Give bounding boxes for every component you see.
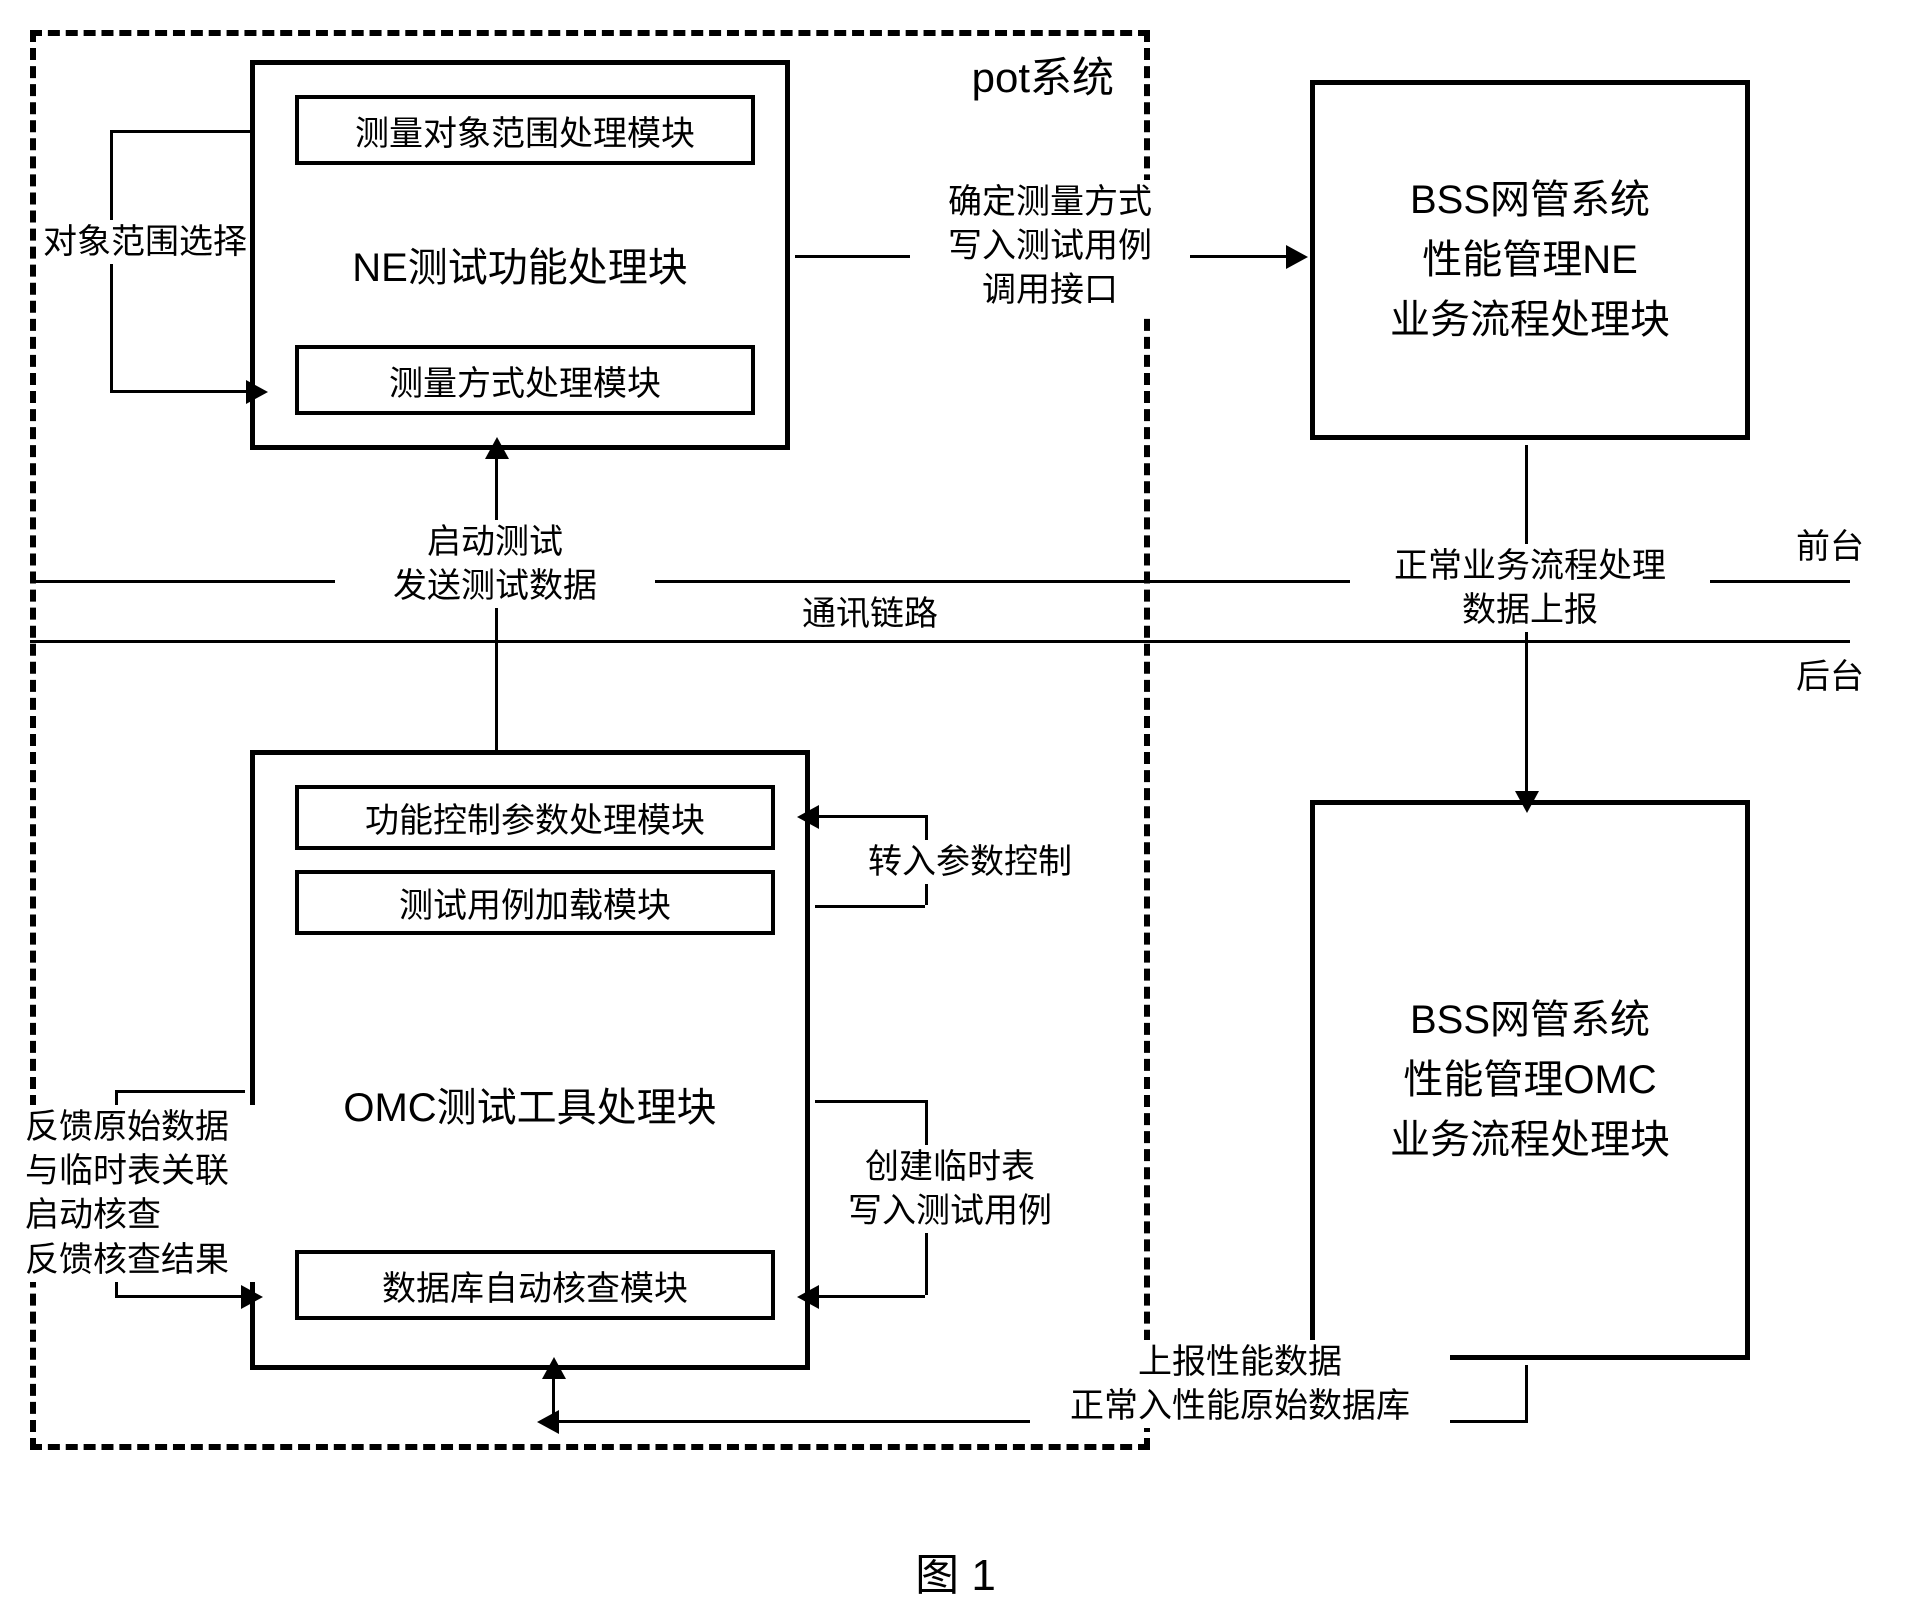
omc-inner-db-check: 数据库自动核查模块 [295, 1250, 775, 1320]
line-obj-range-top [110, 130, 250, 133]
ne-test-title: NE测试功能处理块 [255, 235, 785, 293]
omc-inner-param-control: 功能控制参数处理模块 [295, 785, 775, 850]
arrow-param-in [815, 815, 925, 818]
figure-caption: 图 1 [915, 1539, 996, 1603]
label-report-perf: 上报性能数据 正常入性能原始数据库 [1030, 1340, 1450, 1428]
pot-system-label: pot系统 [972, 44, 1114, 105]
omc-test-block: 功能控制参数处理模块 测试用例加载模块 OMC测试工具处理块 数据库自动核查模块 [250, 750, 810, 1370]
label-backend: 后台 [1790, 655, 1870, 699]
line-obj-range-bottom [110, 390, 250, 393]
bss-omc-block: BSS网管系统 性能管理OMC 业务流程处理块 [1310, 800, 1750, 1360]
label-determine-method: 确定测量方式 写入测试用例 调用接口 [910, 180, 1190, 313]
line-create-top [815, 1100, 925, 1103]
arrow-report-up [552, 1375, 555, 1420]
bss-ne-block: BSS网管系统 性能管理NE 业务流程处理块 [1310, 80, 1750, 440]
line-feedback-top [115, 1090, 245, 1093]
omc-inner-testcase-load: 测试用例加载模块 [295, 870, 775, 935]
ne-inner-measure-object: 测量对象范围处理模块 [295, 95, 755, 165]
label-feedback: 反馈原始数据 与临时表关联 启动核查 反馈核查结果 [25, 1105, 275, 1282]
bss-omc-text: BSS网管系统 性能管理OMC 业务流程处理块 [1390, 990, 1670, 1170]
bss-ne-text: BSS网管系统 性能管理NE 业务流程处理块 [1390, 170, 1670, 350]
arrow-create-in [815, 1295, 925, 1298]
ne-test-block: 测量对象范围处理模块 NE测试功能处理块 测量方式处理模块 [250, 60, 790, 450]
label-obj-range: 对象范围选择 [40, 220, 250, 264]
bss-omc-line3: 业务流程处理块 [1390, 1110, 1670, 1170]
label-param-control: 转入参数控制 [840, 840, 1100, 884]
flowchart-diagram: pot系统 测量对象范围处理模块 NE测试功能处理块 测量方式处理模块 BSS网… [30, 30, 1880, 1530]
label-create-temp: 创建临时表 写入测试用例 [830, 1145, 1070, 1233]
bss-ne-line3: 业务流程处理块 [1390, 290, 1670, 350]
label-normal-flow: 正常业务流程处理 数据上报 [1350, 544, 1710, 632]
bss-ne-line2: 性能管理NE [1390, 230, 1670, 290]
ne-inner-measure-method: 测量方式处理模块 [295, 345, 755, 415]
bss-omc-line2: 性能管理OMC [1390, 1050, 1670, 1110]
label-start-test: 启动测试 发送测试数据 [335, 520, 655, 608]
arrow-feedback-in [115, 1295, 245, 1298]
comm-line-bottom [30, 640, 1850, 643]
label-comm-link: 通讯链路 [780, 592, 960, 636]
omc-test-title: OMC测试工具处理块 [255, 1075, 805, 1133]
label-frontend: 前台 [1790, 525, 1870, 569]
bss-omc-line1: BSS网管系统 [1390, 990, 1670, 1050]
bss-ne-line1: BSS网管系统 [1390, 170, 1670, 230]
line-report-v [1525, 1365, 1528, 1420]
line-param-bottom [815, 905, 925, 908]
